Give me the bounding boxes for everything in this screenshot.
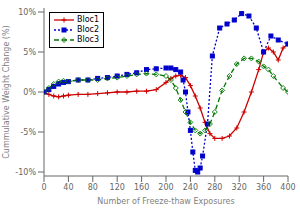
svg-text:0: 0 bbox=[41, 183, 46, 192]
svg-text:360: 360 bbox=[256, 183, 271, 192]
html-text:Bloc1: Bloc1 bbox=[77, 15, 100, 24]
svg-text:Number of Freeze-thaw Exposure: Number of Freeze-thaw Exposures bbox=[97, 197, 234, 206]
svg-text:0%: 0% bbox=[23, 88, 36, 97]
svg-text:5%: 5% bbox=[23, 48, 36, 57]
svg-text:Cummulative Weight Change (%): Cummulative Weight Change (%) bbox=[8, 25, 11, 158]
svg-text:240: 240 bbox=[183, 183, 198, 192]
svg-text:280: 280 bbox=[207, 183, 222, 192]
svg-text:80: 80 bbox=[88, 183, 98, 192]
svg-text:200: 200 bbox=[158, 183, 173, 192]
svg-text:40: 40 bbox=[63, 183, 73, 192]
svg-text:320: 320 bbox=[232, 183, 247, 192]
svg-text:10%: 10% bbox=[18, 8, 36, 17]
html-text:Bloc2: Bloc2 bbox=[77, 25, 100, 34]
html-text:Bloc3: Bloc3 bbox=[77, 35, 100, 44]
svg-text:-5%: -5% bbox=[20, 128, 36, 137]
svg-text:-10%: -10% bbox=[15, 168, 36, 177]
svg-text:400: 400 bbox=[280, 183, 292, 192]
svg-text:120: 120 bbox=[110, 183, 125, 192]
svg-text:160: 160 bbox=[134, 183, 149, 192]
